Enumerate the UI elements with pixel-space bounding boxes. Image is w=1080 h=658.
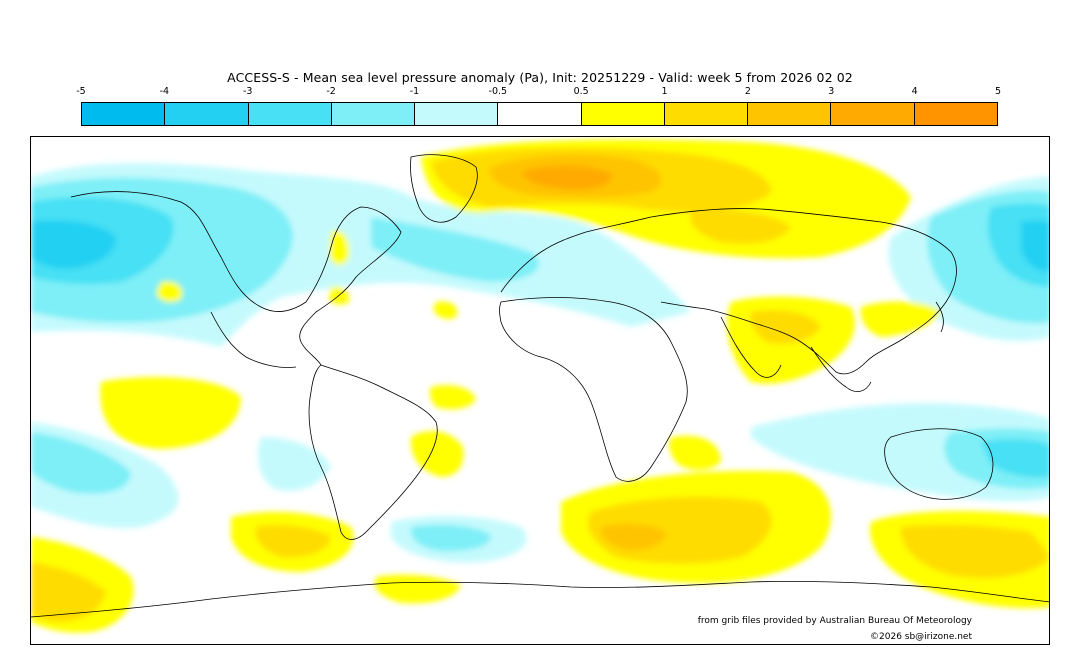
colorbar-tick: -4 bbox=[159, 86, 170, 97]
positive-anomaly-region bbox=[690, 210, 791, 244]
positive-anomaly-region bbox=[900, 524, 1049, 578]
colorbar-swatch bbox=[415, 103, 499, 125]
anomaly-map bbox=[30, 136, 1050, 645]
colorbar-tick: -3 bbox=[242, 86, 253, 97]
colorbar-swatch bbox=[664, 103, 749, 125]
colorbar-tick: -2 bbox=[326, 86, 336, 97]
colorbar-swatch bbox=[748, 103, 832, 125]
map-canvas bbox=[31, 139, 1049, 633]
colorbar-tick: 0.5 bbox=[573, 86, 589, 97]
coastlines bbox=[31, 154, 1049, 618]
colorbar-tick: 1 bbox=[661, 86, 668, 97]
positive-anomaly-region bbox=[156, 281, 183, 303]
colorbar-tick: 2 bbox=[744, 86, 751, 97]
map-title: ACCESS-S - Mean sea level pressure anoma… bbox=[227, 70, 853, 85]
positive-anomaly-region bbox=[329, 230, 350, 266]
colorbar-swatch bbox=[914, 103, 997, 125]
positive-anomaly-region bbox=[374, 574, 461, 604]
colorbar-swatch bbox=[498, 103, 582, 125]
colorbar-swatch bbox=[331, 103, 416, 125]
positive-anomaly-region bbox=[860, 301, 941, 337]
colorbar-swatch bbox=[248, 103, 332, 125]
negative-anomaly-region bbox=[371, 217, 539, 282]
colorbar-swatch bbox=[831, 103, 915, 125]
negative-anomaly-region bbox=[258, 437, 331, 491]
positive-anomaly-region bbox=[255, 525, 331, 558]
positive-anomaly-region bbox=[600, 523, 666, 551]
colorbar-tick: -5 bbox=[76, 86, 86, 97]
colorbar-tick: 3 bbox=[828, 86, 835, 97]
colorbar-tick: 5 bbox=[994, 86, 1002, 97]
negative-anomaly-region bbox=[1021, 220, 1049, 272]
colorbar-swatch bbox=[82, 103, 166, 125]
negative-anomaly-region bbox=[31, 220, 116, 269]
colorbar-tick: 4 bbox=[911, 86, 918, 97]
colorbar-tick: -0.5 bbox=[488, 86, 508, 97]
positive-anomaly-region bbox=[669, 435, 721, 470]
positive-anomaly-region bbox=[100, 377, 241, 449]
source-credit: from grib files provided by Australian B… bbox=[697, 616, 972, 626]
positive-anomaly-region bbox=[429, 385, 476, 410]
negative-anomaly-region bbox=[31, 432, 131, 494]
positive-anomaly-region bbox=[31, 562, 106, 622]
colorbar-swatch bbox=[581, 103, 665, 125]
positive-anomaly-region bbox=[433, 301, 458, 320]
colorbar-swatch bbox=[165, 103, 249, 125]
colorbar-ticks: -5 -4 -3 -2 -1 -0.5 0.5 1 2 3 4 5 bbox=[0, 86, 1080, 98]
positive-anomaly-region bbox=[750, 310, 821, 344]
copyright-credit: ©2026 sb@irizone.net bbox=[870, 632, 972, 642]
colorbar-tick: -1 bbox=[409, 86, 420, 97]
negative-anomaly-region bbox=[981, 439, 1049, 478]
negative-anomaly-region bbox=[410, 524, 491, 552]
positive-anomaly-region bbox=[521, 165, 612, 190]
colorbar bbox=[81, 102, 998, 126]
positive-anomaly-region bbox=[410, 431, 464, 477]
anomaly-field bbox=[31, 139, 1049, 633]
